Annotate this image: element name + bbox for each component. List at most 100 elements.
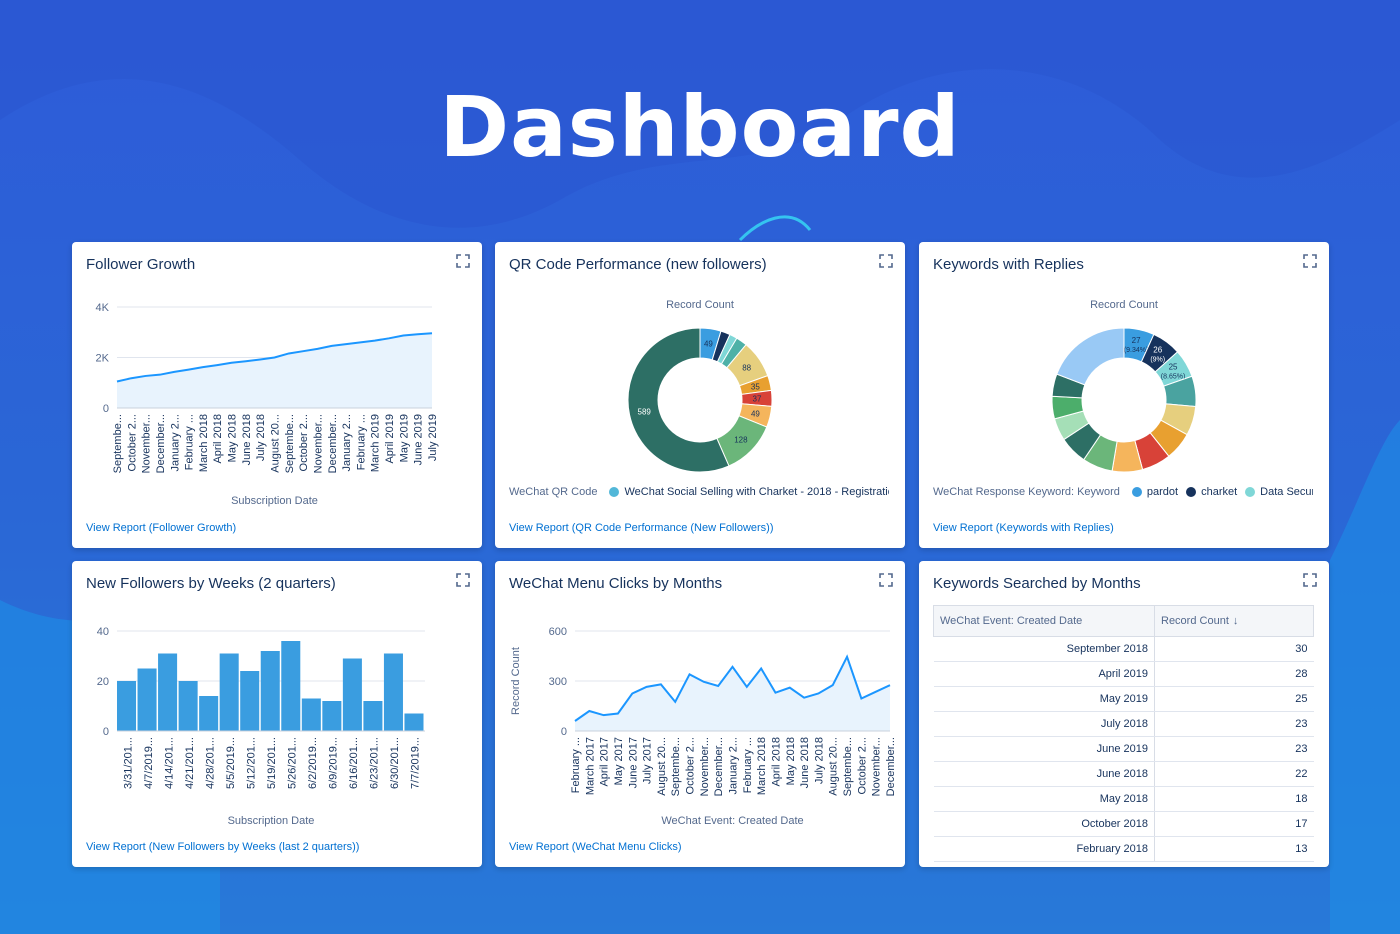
x-tick-label: 5/19/201...	[266, 737, 278, 789]
y-tick-label: 0	[561, 726, 567, 738]
cell-count: 13	[1154, 836, 1314, 862]
view-report-link[interactable]: View Report (WeChat Menu Clicks)	[509, 841, 682, 853]
bar	[137, 668, 157, 731]
x-tick-label: February ...	[742, 737, 754, 793]
table-row[interactable]: May 2019 25	[933, 686, 1314, 712]
x-tick-label: 6/2/2019...	[307, 737, 319, 789]
donut-slice	[1056, 327, 1125, 386]
expand-icon[interactable]	[879, 573, 893, 587]
x-tick-label: 5/5/2019...	[225, 737, 237, 789]
data-label: 25	[1169, 362, 1178, 371]
view-report-link[interactable]: View Report (QR Code Performance (New Fo…	[509, 522, 774, 534]
cell-count: 23	[1154, 736, 1314, 762]
expand-icon[interactable]	[456, 573, 470, 587]
cell-count: 17	[1154, 811, 1314, 837]
card-title: Follower Growth	[86, 256, 196, 273]
table-row[interactable]: May 2018 18	[933, 786, 1314, 812]
series-line	[574, 654, 891, 722]
legend: WeChat Response Keyword: Keyword pardot …	[933, 484, 1313, 500]
expand-icon[interactable]	[879, 254, 893, 268]
legend-item-charket[interactable]: charket	[1186, 486, 1237, 498]
bar	[281, 641, 301, 731]
y-tick-label: 0	[103, 726, 109, 738]
cell-date: October 2018	[933, 811, 1155, 837]
x-tick-label: April 2018	[770, 737, 782, 787]
data-label: (8.65%)	[1161, 373, 1186, 380]
data-label: 27	[1132, 336, 1141, 345]
y-axis-label: Record Count	[510, 647, 522, 715]
card-title: New Followers by Weeks (2 quarters)	[86, 575, 336, 592]
data-label: 26	[1153, 346, 1162, 355]
view-report-link[interactable]: View Report (Follower Growth)	[86, 522, 237, 534]
x-tick-label: August 20...	[270, 414, 282, 473]
cell-date: September 2018	[933, 636, 1155, 662]
x-tick-label: October 2...	[856, 737, 868, 794]
x-tick-label: May 2019	[398, 414, 410, 462]
x-tick-label: October 2...	[685, 737, 697, 794]
series-line	[116, 332, 433, 383]
column-header-count[interactable]: Record Count ↓	[1154, 605, 1314, 637]
table-row[interactable]: February 2018 13	[933, 836, 1314, 862]
legend-item-data-security[interactable]: Data Security	[1245, 486, 1313, 498]
x-tick-label: July 2018	[255, 414, 267, 461]
x-tick-label: 4/14/201...	[163, 737, 175, 789]
expand-icon[interactable]	[1303, 254, 1317, 268]
data-label: (9%)	[1150, 357, 1165, 364]
y-tick-label: 20	[97, 676, 109, 688]
bar	[199, 696, 219, 731]
legend-item-label: charket	[1201, 486, 1238, 498]
x-tick-label: Septembe...	[670, 737, 682, 796]
x-tick-label: February ...	[184, 414, 196, 470]
data-label: (9.34%)	[1124, 347, 1149, 354]
legend-label: WeChat Response Keyword: Keyword	[933, 486, 1120, 498]
x-tick-label: Septembe...	[284, 414, 296, 473]
bar	[383, 653, 403, 731]
table-row[interactable]: October 2018 17	[933, 811, 1314, 837]
data-label: 35	[751, 382, 760, 391]
legend-item-pardot[interactable]: pardot	[1131, 486, 1178, 498]
x-tick-label: 4/21/201...	[184, 737, 196, 789]
new-followers-bar-chart: 0 20 40 3/31/201... 4/7/2019... 4/14/201... 4/…	[97, 626, 425, 827]
x-tick-label: January 2...	[728, 737, 740, 794]
cell-count: 30	[1154, 636, 1314, 662]
view-report-link[interactable]: View Report (New Followers by Weeks (las…	[86, 841, 360, 853]
x-tick-label: December...	[885, 737, 897, 796]
x-tick-label: 5/12/201...	[245, 737, 257, 789]
legend-item[interactable]: WeChat Social Selling with Charket - 201…	[609, 486, 889, 498]
bar	[322, 701, 342, 731]
view-report-link[interactable]: View Report (Keywords with Replies)	[933, 522, 1114, 534]
table-row[interactable]: September 2018 30	[933, 636, 1314, 662]
bar	[117, 681, 137, 731]
table-row[interactable]: April 2019 28	[933, 661, 1314, 687]
sort-arrow-down-icon: ↓	[1232, 615, 1239, 627]
x-tick-label: December...	[713, 737, 725, 796]
bar	[260, 651, 280, 731]
bar	[342, 658, 362, 731]
x-axis-label: Subscription Date	[228, 815, 315, 827]
area-fill	[575, 656, 890, 731]
data-label: 49	[751, 409, 760, 418]
x-tick-label: June 2019	[413, 414, 425, 465]
legend-dot-icon	[609, 487, 620, 497]
x-tick-label: July 2017	[642, 737, 654, 784]
x-tick-label: 4/7/2019...	[143, 737, 155, 789]
table-row[interactable]: June 2019 23	[933, 736, 1314, 762]
x-tick-label: April 2018	[212, 414, 224, 464]
cell-count: 28	[1154, 661, 1314, 687]
card-keywords-with-replies: Keywords with Replies Record Count 27 (9.3…	[919, 242, 1329, 548]
table-row[interactable]: July 2018 23	[933, 711, 1314, 737]
column-header-date[interactable]: WeChat Event: Created Date	[933, 605, 1155, 637]
x-tick-label: March 2018	[756, 737, 768, 795]
expand-icon[interactable]	[456, 254, 470, 268]
legend-dot-icon	[1131, 487, 1142, 497]
x-tick-label: August 20...	[828, 737, 840, 796]
expand-icon[interactable]	[1303, 573, 1317, 587]
legend-dot-icon	[1186, 487, 1197, 497]
table-row[interactable]: June 2018 22	[933, 761, 1314, 787]
chart-title: Record Count	[1090, 299, 1158, 311]
x-axis-label: WeChat Event: Created Date	[661, 815, 803, 827]
x-tick-label: November...	[871, 737, 883, 796]
legend-item-label: WeChat Social Selling with Charket - 201…	[624, 486, 889, 498]
legend-dot-icon	[1245, 487, 1256, 497]
